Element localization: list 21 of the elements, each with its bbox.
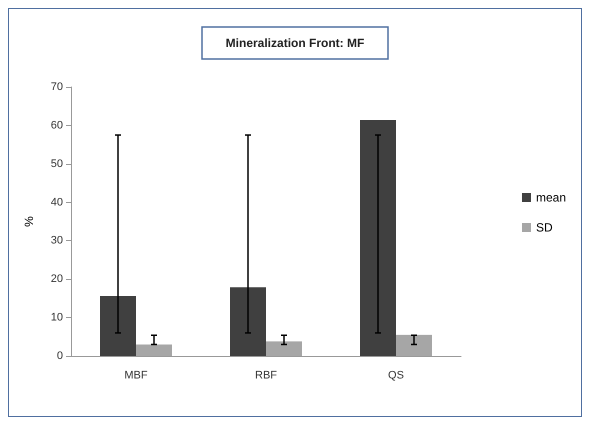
y-tick-label: 20 <box>50 273 63 286</box>
x-tick-label: MBF <box>124 370 148 382</box>
bar <box>230 287 266 356</box>
y-tick-label: 70 <box>50 81 63 93</box>
y-tick-label: 50 <box>50 158 63 170</box>
y-tick-label: 10 <box>50 312 63 324</box>
chart-title: Mineralization Front: MF <box>226 36 364 50</box>
y-axis-title: % <box>22 216 36 227</box>
y-tick-label: 30 <box>50 234 63 247</box>
bar <box>136 344 172 356</box>
legend-label: mean <box>536 190 566 204</box>
bar <box>396 334 432 356</box>
legend-label: SD <box>536 220 553 234</box>
y-tick-label: 40 <box>50 196 63 208</box>
x-tick-label: RBF <box>255 370 278 382</box>
bar <box>266 341 302 356</box>
bar <box>100 296 136 356</box>
x-tick-label: QS <box>388 370 404 382</box>
y-tick-label: 60 <box>50 119 63 132</box>
y-tick-label: 0 <box>56 350 63 362</box>
bar <box>360 120 396 356</box>
